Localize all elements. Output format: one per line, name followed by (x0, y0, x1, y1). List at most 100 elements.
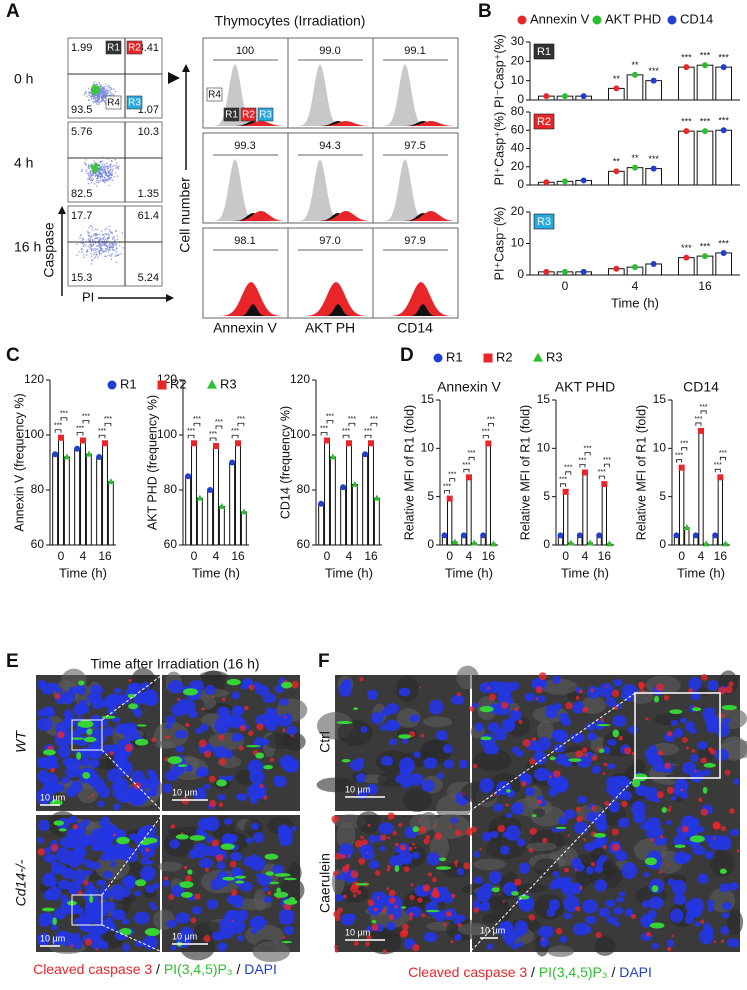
cell-dot (110, 159, 113, 162)
cell-dot (100, 94, 102, 96)
caspase-signal (238, 745, 244, 751)
nucleus (109, 744, 120, 754)
caspase-signal (367, 899, 375, 907)
x-axis-label: Time (h) (59, 565, 107, 580)
cell-dot (103, 244, 105, 247)
cell-dot (91, 87, 94, 90)
bar (351, 484, 358, 546)
nucleus (594, 864, 604, 874)
nucleus (502, 929, 518, 945)
caspase-signal (420, 733, 425, 738)
nucleus (552, 870, 560, 877)
caspase-signal (340, 854, 346, 860)
tissue-texture (403, 788, 432, 813)
gate-tag (126, 95, 143, 110)
nucleus (79, 836, 90, 848)
nucleus (84, 859, 93, 868)
y-axis-label: Relative MFI of R1 (fold) (518, 405, 532, 540)
nucleus (514, 920, 529, 935)
cell-dot (97, 95, 100, 98)
cell-dot (90, 173, 92, 175)
caspase-signal (450, 940, 454, 944)
nucleus (379, 845, 386, 852)
zoom-box (634, 692, 721, 779)
cell-dot (92, 248, 94, 250)
nucleus (217, 942, 228, 952)
significance-bracket (326, 420, 334, 424)
significance-label: *** (482, 428, 490, 435)
nucleus (499, 920, 513, 931)
pip3-signal (177, 764, 188, 767)
cell-dot (98, 165, 101, 167)
cell-dot (95, 234, 97, 237)
zoom-box (71, 719, 103, 751)
caspase-signal (360, 835, 364, 840)
legend-marker (517, 15, 527, 25)
cell-dot (114, 242, 116, 244)
nucleus (561, 882, 578, 896)
gate-tag-label: R2 (128, 43, 141, 54)
pip3-signal (234, 875, 247, 879)
nucleus (72, 869, 87, 885)
cell-dot (85, 169, 88, 171)
quadrant-value: 3.41 (138, 42, 159, 54)
x-tick-label: 4 (466, 549, 473, 563)
significance-bracket (98, 434, 106, 439)
cell-dot (113, 164, 115, 167)
nucleus (715, 721, 730, 738)
nucleus (538, 925, 555, 938)
nucleus (572, 701, 585, 714)
cell-dot (92, 249, 95, 252)
nucleus (584, 915, 597, 925)
bar (677, 66, 695, 101)
cell-dot (112, 93, 114, 96)
panel-letter: D (400, 345, 414, 366)
caspase-signal (267, 890, 272, 895)
panel-title: Time after Irradiation (16 h) (90, 656, 259, 672)
caspase-signal (518, 719, 523, 724)
legend-label: Annexin V (530, 11, 590, 26)
caspase-signal (700, 757, 707, 764)
nucleus (90, 936, 105, 950)
cell-dot (106, 88, 108, 90)
pip3-signal (41, 907, 55, 912)
nucleus (218, 927, 235, 939)
y-tick-label: 100 (157, 427, 177, 441)
cell-dot (85, 159, 87, 161)
cell-dot (103, 239, 106, 242)
nucleus (494, 728, 507, 741)
nucleus (237, 735, 245, 740)
nucleus (406, 906, 422, 918)
caspase-signal (529, 758, 536, 765)
histogram-value: 98.1 (234, 235, 255, 247)
cell-dot (110, 92, 112, 95)
caspase-signal (386, 868, 391, 872)
caspase-signal (410, 883, 414, 887)
histogram-value: 97.0 (319, 235, 340, 247)
nucleus (230, 852, 243, 862)
y-tick-label: 10 (653, 441, 667, 455)
cell-dot (108, 177, 111, 179)
cell-dot (104, 179, 107, 181)
caspase-signal (417, 897, 423, 903)
row-label: Ctrl (317, 731, 333, 753)
bar (582, 472, 588, 546)
nucleus (63, 709, 73, 719)
cell-dot (103, 177, 106, 179)
significance-bracket (370, 422, 378, 427)
nucleus (206, 899, 219, 910)
nucleus (231, 705, 244, 717)
cell-dot (91, 91, 94, 94)
histogram-value: 97.5 (404, 140, 425, 152)
nucleus (224, 749, 233, 759)
caspase-signal (128, 678, 132, 683)
histogram-peak (205, 121, 285, 126)
nucleus (368, 835, 377, 844)
significance-bracket (60, 417, 68, 421)
cell-dot (117, 254, 119, 256)
pip3-signal (480, 736, 492, 741)
nucleus (78, 699, 88, 707)
data-point (580, 93, 587, 100)
data-point (692, 532, 699, 539)
nucleus (258, 918, 267, 926)
